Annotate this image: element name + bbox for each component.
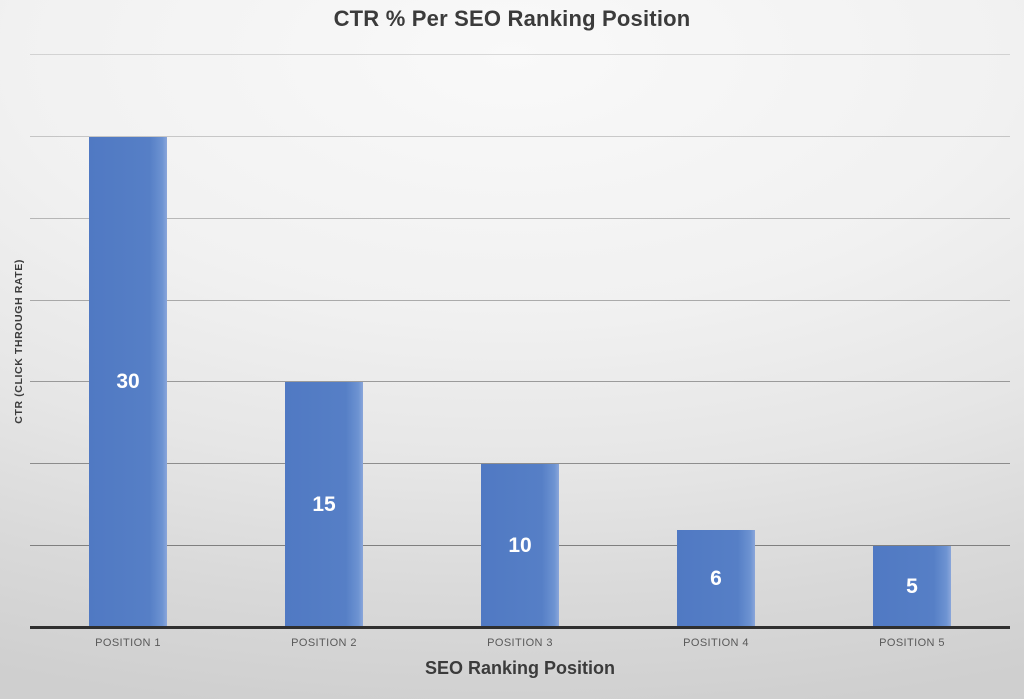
x-axis-tick-labels: POSITION 1 POSITION 2 POSITION 3 POSITIO…: [30, 637, 1010, 649]
x-axis-tick-label: POSITION 3: [487, 637, 553, 649]
x-axis-tick-label: POSITION 1: [95, 637, 161, 649]
x-axis-title: SEO Ranking Position: [424, 658, 616, 678]
bar-group: 5: [814, 55, 1010, 628]
bar-value-label: 5: [906, 575, 918, 599]
bar-value-label: 6: [710, 566, 722, 590]
y-axis-title: CTR (CLICK THROUGH RATE): [6, 55, 32, 628]
bar-value-label: 15: [312, 493, 336, 517]
bar-group: 10: [422, 55, 618, 628]
gridline: [30, 463, 1010, 465]
x-axis-line: [30, 626, 1010, 629]
x-axis-tick-label: POSITION 5: [879, 637, 945, 649]
chart-title: CTR % Per SEO Ranking Position: [333, 6, 691, 31]
bar: 5: [873, 546, 951, 628]
bar: 6: [677, 529, 755, 628]
gridline: [30, 54, 1010, 55]
bar: 10: [481, 464, 559, 628]
gridline: [30, 135, 1010, 137]
plot-area: 30 15 10 6 5: [30, 54, 1010, 629]
gridline: [30, 217, 1010, 219]
x-axis-tick-label: POSITION 2: [291, 637, 357, 649]
gridline: [30, 381, 1010, 383]
bars-row: 30 15 10 6 5: [30, 55, 1010, 628]
bar: 30: [89, 136, 167, 628]
bar: 15: [285, 382, 363, 628]
x-axis-tick-label: POSITION 4: [683, 637, 749, 649]
bar-group: 15: [226, 55, 422, 628]
y-axis-title-text: CTR (CLICK THROUGH RATE): [13, 259, 25, 424]
bar-group: 30: [30, 55, 226, 628]
bar-value-label: 10: [508, 534, 532, 558]
gridline: [30, 299, 1010, 301]
bar-value-label: 30: [116, 370, 140, 394]
bar-group: 6: [618, 55, 814, 628]
